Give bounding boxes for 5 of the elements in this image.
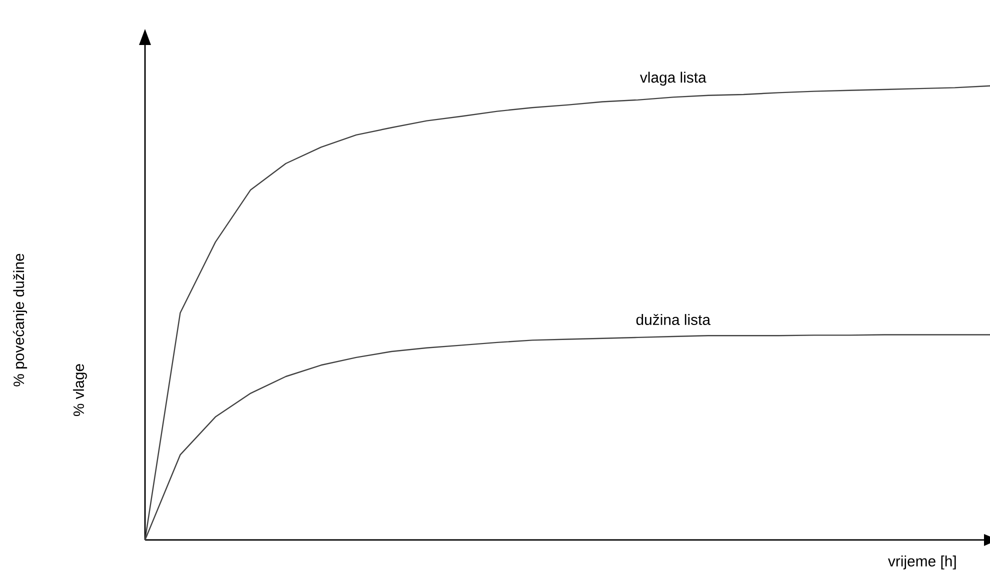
x-axis-title: vrijeme [h] <box>888 556 956 570</box>
text: % povećanje dužine <box>12 254 28 386</box>
series-label: dužina lista <box>636 314 710 326</box>
text: % vlage <box>73 364 87 416</box>
series-label: vlaga lista <box>640 72 706 86</box>
